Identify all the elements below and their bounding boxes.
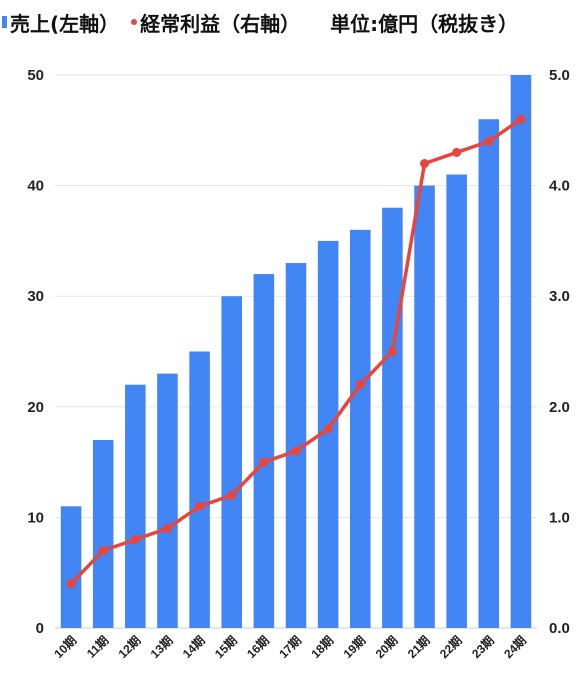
x-tick-label: 15期	[211, 633, 240, 662]
left-y-tick-label: 40	[27, 178, 44, 195]
profit-point	[259, 457, 269, 467]
x-tick-label: 12期	[115, 633, 144, 662]
sales-bar	[125, 384, 146, 628]
sales-bar	[349, 229, 371, 628]
profit-point	[130, 535, 140, 545]
left-y-tick-label: 30	[27, 288, 44, 305]
profit-legend-label: 経常利益（右軸）	[140, 11, 301, 36]
x-tick-label: 14期	[179, 633, 208, 662]
profit-point	[162, 523, 172, 533]
x-tick-label: 21期	[404, 633, 433, 662]
profit-point	[387, 347, 397, 356]
sales-bar	[478, 119, 500, 629]
x-tick-label: 13期	[147, 633, 176, 662]
profit-point	[291, 446, 301, 456]
x-tick-label: 22期	[436, 633, 465, 662]
profit-point	[227, 490, 237, 500]
profit-legend-swatch	[131, 19, 138, 25]
x-tick-label: 20期	[372, 633, 401, 662]
profit-line-series	[66, 114, 526, 589]
x-tick-label: 18期	[308, 633, 337, 662]
sales-legend-swatch	[2, 16, 7, 28]
profit-point	[355, 380, 365, 390]
x-tick-label: 19期	[340, 633, 369, 662]
profit-point	[66, 579, 76, 589]
sales-bar	[382, 207, 403, 628]
profit-point	[484, 136, 494, 146]
sales-bar	[92, 439, 114, 628]
sales-bar	[221, 296, 243, 628]
sales-bar	[157, 373, 178, 628]
sales-bar	[285, 263, 307, 628]
x-tick-label: 11期	[83, 633, 111, 661]
sales-bar	[253, 274, 275, 628]
profit-point	[195, 501, 205, 511]
profit-point	[516, 114, 526, 124]
unit-label: 単位:億円（税抜き）	[330, 11, 519, 36]
profit-point	[420, 158, 430, 168]
left-y-tick-label: 10	[27, 509, 44, 526]
profit-point	[452, 147, 462, 157]
right-y-tick-label: 3.0	[549, 288, 570, 305]
left-y-tick-label: 50	[27, 67, 44, 84]
sales-bar	[189, 351, 210, 628]
right-y-tick-label: 1.0	[549, 509, 570, 526]
x-tick-label: 10期	[51, 633, 80, 662]
profit-point	[98, 546, 108, 556]
legend: 売上(左軸） 経常利益（右軸） 単位:億円（税抜き）	[2, 8, 518, 36]
sales-legend-label: 売上(左軸）	[10, 11, 120, 36]
x-tick-label: 23期	[468, 633, 497, 662]
x-tick-label: 17期	[276, 633, 305, 662]
right-y-tick-label: 2.0	[549, 399, 570, 416]
right-y-tick-label: 0.0	[549, 620, 570, 637]
sales-bar	[60, 506, 82, 628]
left-y-axis: 0 10 20 30 40 50	[27, 67, 44, 637]
right-y-tick-label: 4.0	[549, 178, 570, 195]
sales-bar	[510, 75, 532, 628]
left-y-tick-label: 20	[27, 399, 44, 416]
sales-bar	[414, 185, 435, 628]
x-tick-label: 16期	[243, 633, 272, 662]
left-y-tick-label: 0	[36, 620, 44, 637]
right-y-axis: 0.0 1.0 2.0 3.0 4.0 5.0	[549, 67, 570, 637]
right-y-tick-label: 5.0	[549, 67, 570, 84]
profit-point	[323, 424, 333, 434]
sales-bars	[60, 75, 532, 629]
sales-bar	[446, 174, 467, 629]
sales-bar	[317, 240, 339, 628]
x-axis: 10期 11期 12期 13期 14期 15期 16期 17期 18期 19期 20期 21期 22期 2…	[51, 633, 529, 662]
x-tick-label: 24期	[501, 633, 530, 662]
